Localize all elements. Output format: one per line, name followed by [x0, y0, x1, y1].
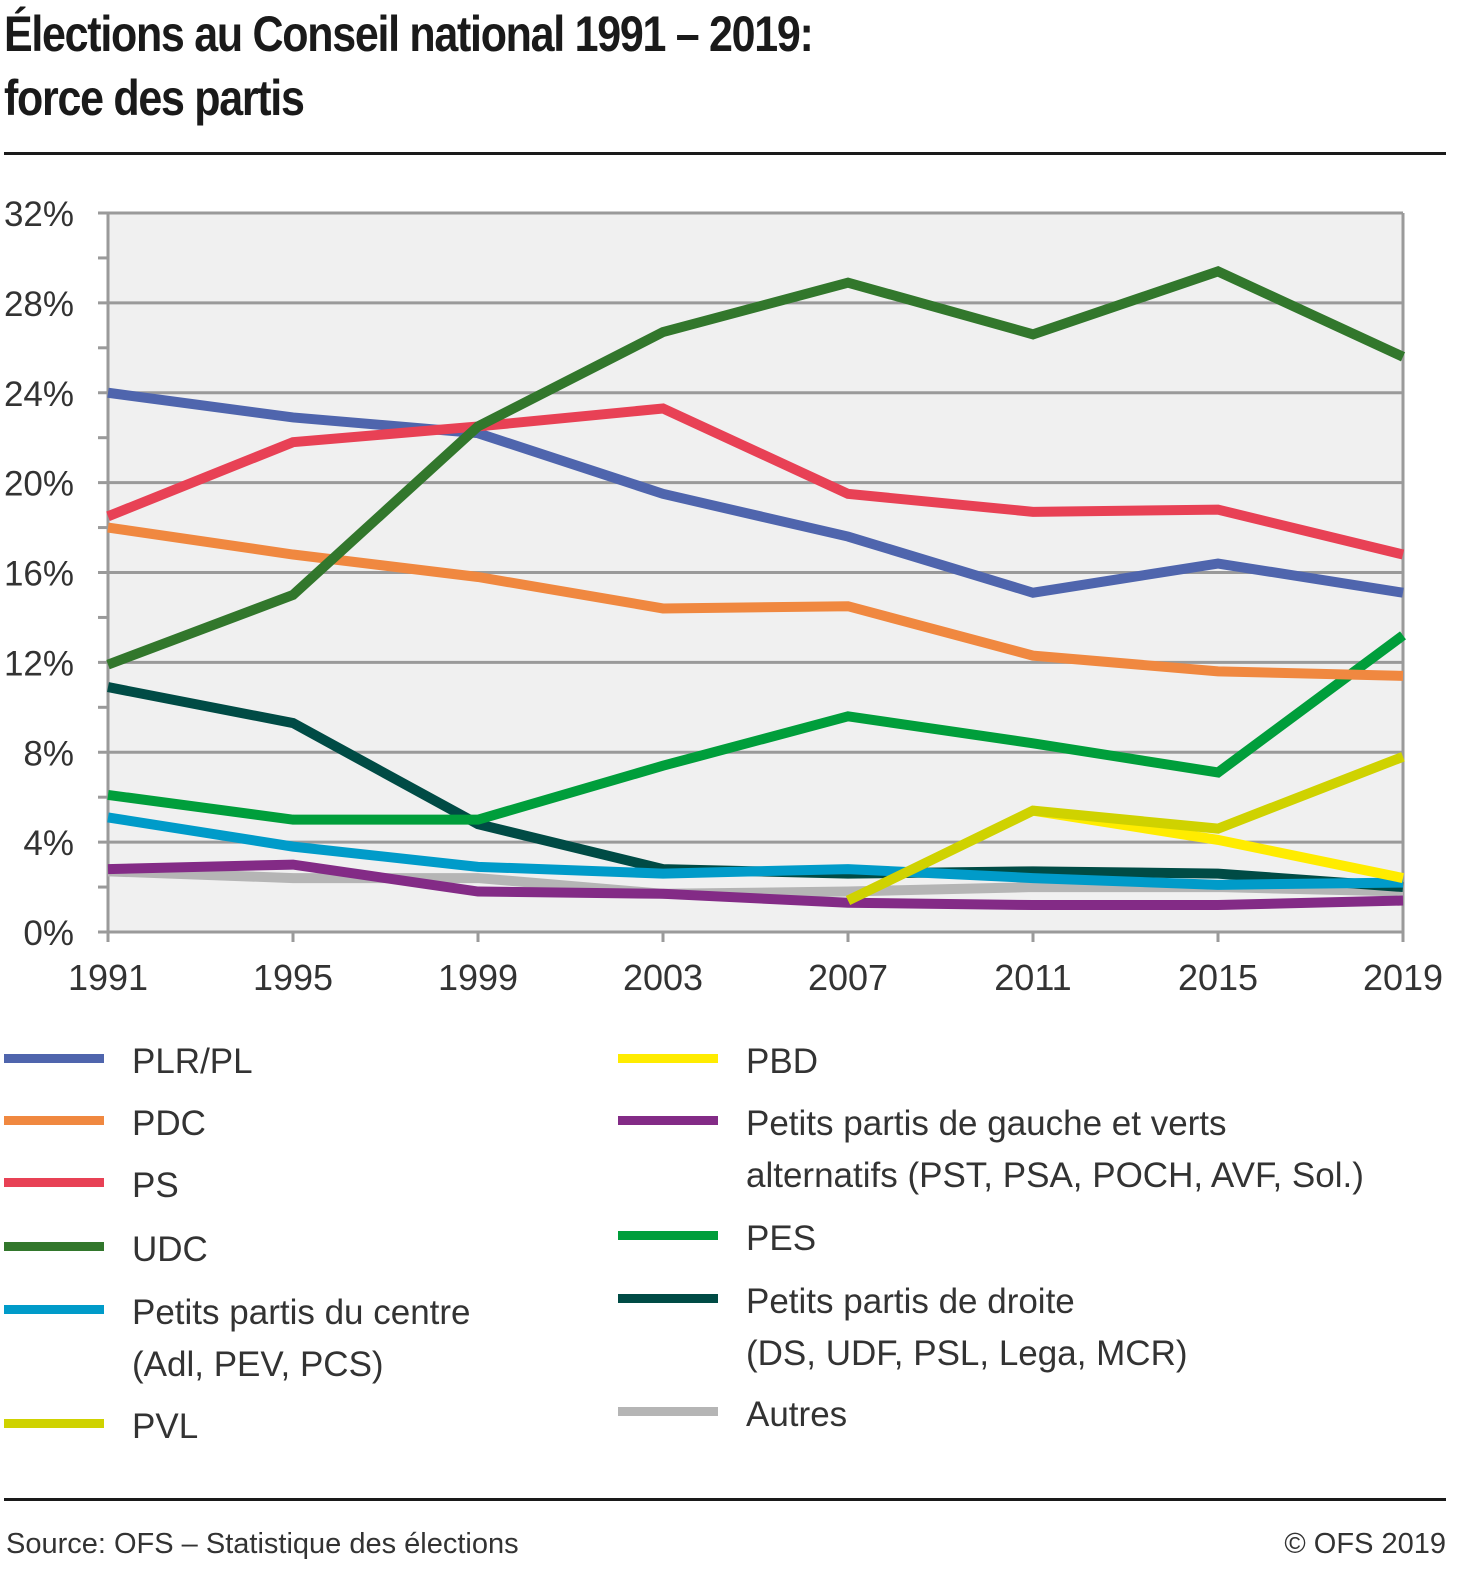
legend-swatch [4, 1054, 104, 1063]
line-chart: 0% 4% 8% 12% 16% 20% 24% 28% 32% 1991 1995 1999 2003… [4, 195, 1443, 998]
legend-swatch [4, 1116, 104, 1125]
legend-swatch [618, 1231, 718, 1240]
series-line [107, 522, 1404, 681]
legend-swatch [4, 1419, 104, 1428]
legend-swatch [618, 1116, 718, 1125]
legend-label: PLR/PL [132, 1042, 253, 1081]
legend-label: PBD [746, 1042, 818, 1081]
legend-item: Petits partis du centre (Adl, PEV, PCS) [4, 1287, 471, 1391]
legend-label: Autres [746, 1395, 848, 1434]
legend-label: Petits partis de gauche et verts alterna… [746, 1104, 1364, 1195]
y-tick-label: 32% [4, 195, 74, 234]
x-tick-label: 2011 [994, 957, 1071, 998]
series-line [106, 403, 1405, 560]
x-tick-label: 1995 [253, 957, 333, 998]
y-tick-label: 28% [4, 285, 74, 324]
legend-label: Petits partis du centre (Adl, PEV, PCS) [132, 1293, 471, 1384]
series-line [845, 752, 1405, 906]
series-pes [107, 631, 1406, 825]
series-petits [107, 812, 1404, 890]
legend-item: Petits partis de droite (DS, UDF, PSL, L… [618, 1276, 1188, 1380]
series-line [107, 859, 1404, 911]
chart-title-line2: force des partis [4, 70, 305, 126]
legend-label: PS [132, 1166, 179, 1205]
legend-label: UDC [132, 1230, 208, 1269]
legend-label: PVL [132, 1407, 199, 1446]
legend-label: PES [746, 1219, 817, 1258]
legend-swatch [618, 1294, 718, 1303]
top-divider [4, 152, 1446, 155]
legend-item: UDC [4, 1224, 208, 1276]
y-tick-label: 12% [4, 644, 74, 683]
series-line [107, 812, 1404, 890]
series-udc [106, 266, 1406, 670]
x-tick-label: 1991 [68, 957, 148, 998]
legend-swatch [618, 1054, 718, 1063]
copyright-note: © OFS 2019 [1284, 1528, 1446, 1560]
series-ps [106, 403, 1405, 560]
legend-swatch [4, 1242, 104, 1251]
series-line [106, 266, 1406, 670]
series-petits [107, 859, 1404, 911]
legend-item: PBD [618, 1036, 818, 1088]
y-tick-label: 8% [23, 734, 74, 773]
chart-title-line1: Élections au Conseil national 1991 – 201… [4, 6, 814, 62]
legend-swatch [618, 1407, 718, 1416]
legend-label: PDC [132, 1104, 206, 1143]
legend-label: Petits partis de droite (DS, UDF, PSL, L… [746, 1282, 1188, 1373]
x-tick-label: 2007 [808, 957, 888, 998]
series-pdc [107, 522, 1404, 681]
legend-item: PS [4, 1160, 179, 1212]
x-tick-label: 2003 [623, 957, 703, 998]
legend-item: Petits partis de gauche et verts alterna… [618, 1098, 1364, 1202]
x-tick-label: 1999 [438, 957, 518, 998]
legend-item: PDC [4, 1098, 206, 1150]
x-tick-label: 2015 [1178, 957, 1258, 998]
series-line [107, 631, 1406, 825]
x-tick-label: 2019 [1363, 957, 1443, 998]
y-tick-label: 0% [23, 914, 74, 953]
source-note: Source: OFS – Statistique des élections [6, 1528, 519, 1560]
y-tick-label: 4% [23, 824, 74, 863]
legend-item: PLR/PL [4, 1036, 253, 1088]
legend-swatch [4, 1178, 104, 1187]
legend-item: PVL [4, 1401, 198, 1453]
chart-title: Élections au Conseil national 1991 – 201… [4, 2, 814, 130]
series-line [107, 387, 1404, 598]
bottom-divider [4, 1498, 1446, 1501]
legend-swatch [4, 1305, 104, 1314]
legend-item: Autres [618, 1389, 847, 1441]
y-tick-label: 16% [4, 555, 74, 594]
y-tick-label: 20% [4, 465, 74, 504]
series-pvl [845, 752, 1405, 906]
y-tick-label: 24% [4, 375, 74, 414]
legend-item: PES [618, 1213, 816, 1265]
